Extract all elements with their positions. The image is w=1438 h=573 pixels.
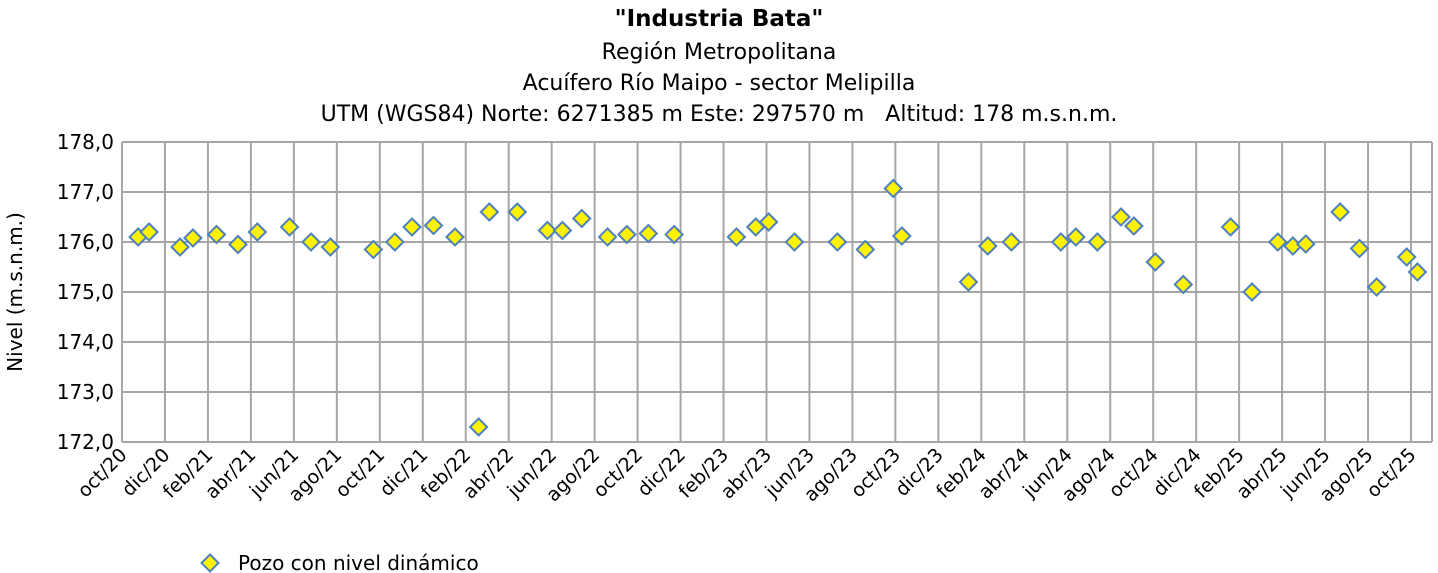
data-point bbox=[664, 224, 685, 245]
data-point bbox=[139, 222, 159, 242]
data-point bbox=[855, 239, 876, 260]
data-point bbox=[384, 232, 405, 252]
data-point bbox=[279, 217, 300, 237]
data-point bbox=[758, 212, 779, 232]
data-point bbox=[1407, 262, 1428, 282]
data-point bbox=[445, 227, 465, 247]
data-point bbox=[638, 223, 659, 244]
data-point bbox=[1145, 252, 1166, 272]
y-tick-label: 177,0 bbox=[57, 180, 114, 204]
y-tick-label: 174,0 bbox=[57, 330, 114, 354]
x-tick-label: oct/22 bbox=[589, 444, 647, 502]
data-point bbox=[1087, 232, 1108, 252]
chart-title: "Industria Bata" bbox=[614, 6, 824, 32]
y-axis-label: Nivel (m.s.n.m.) bbox=[3, 212, 27, 372]
data-point bbox=[571, 208, 592, 229]
data-point bbox=[616, 224, 637, 245]
data-point bbox=[1267, 232, 1288, 252]
y-tick-label: 172,0 bbox=[57, 430, 114, 454]
data-point bbox=[423, 215, 444, 236]
data-point bbox=[1366, 277, 1387, 297]
data-point bbox=[1295, 234, 1316, 254]
data-point bbox=[1330, 202, 1351, 222]
y-tick-label: 175,0 bbox=[57, 280, 114, 304]
data-point bbox=[301, 232, 321, 252]
data-point bbox=[977, 236, 998, 256]
data-point bbox=[247, 222, 268, 242]
y-tick-label: 173,0 bbox=[57, 380, 114, 404]
data-point bbox=[958, 272, 979, 292]
data-point bbox=[1173, 274, 1194, 295]
chart-subtitle-aquifer: Acuífero Río Maipo - sector Melipilla bbox=[522, 71, 916, 96]
data-point bbox=[1242, 282, 1262, 302]
data-point bbox=[552, 220, 573, 241]
chart-subtitle-coordinates: UTM (WGS84) Norte: 6271385 m Este: 29757… bbox=[320, 102, 1118, 127]
data-point bbox=[1050, 232, 1071, 252]
data-point bbox=[537, 220, 558, 241]
data-point bbox=[228, 234, 248, 255]
data-point bbox=[1123, 216, 1144, 236]
data-point bbox=[363, 239, 384, 260]
legend-marker bbox=[200, 553, 220, 573]
data-point bbox=[468, 417, 489, 437]
data-point bbox=[1396, 247, 1417, 267]
y-tick-label: 176,0 bbox=[57, 230, 114, 254]
data-point bbox=[883, 178, 904, 199]
data-point bbox=[479, 202, 500, 222]
x-tick-label: oct/21 bbox=[331, 444, 389, 502]
data-point bbox=[206, 224, 227, 245]
x-tick-label: oct/24 bbox=[1105, 444, 1163, 502]
data-point bbox=[402, 217, 422, 237]
data-point bbox=[320, 237, 341, 257]
data-point bbox=[891, 226, 912, 246]
data-point bbox=[597, 227, 618, 247]
data-point bbox=[726, 227, 747, 247]
chart-subtitle-region: Región Metropolitana bbox=[601, 40, 837, 65]
data-point bbox=[1220, 217, 1241, 237]
x-tick-label: oct/25 bbox=[1362, 444, 1420, 502]
legend-label: Pozo con nivel dinámico bbox=[238, 551, 479, 573]
x-tick-label: oct/23 bbox=[847, 444, 905, 502]
data-point bbox=[1065, 227, 1086, 247]
data-point bbox=[1001, 232, 1022, 252]
data-point bbox=[784, 232, 805, 252]
data-point bbox=[1111, 207, 1131, 227]
data-point bbox=[507, 202, 528, 222]
data-point bbox=[1349, 238, 1370, 259]
data-point bbox=[827, 232, 848, 252]
data-point bbox=[182, 228, 203, 248]
data-point bbox=[170, 237, 190, 257]
y-tick-label: 178,0 bbox=[57, 130, 114, 154]
